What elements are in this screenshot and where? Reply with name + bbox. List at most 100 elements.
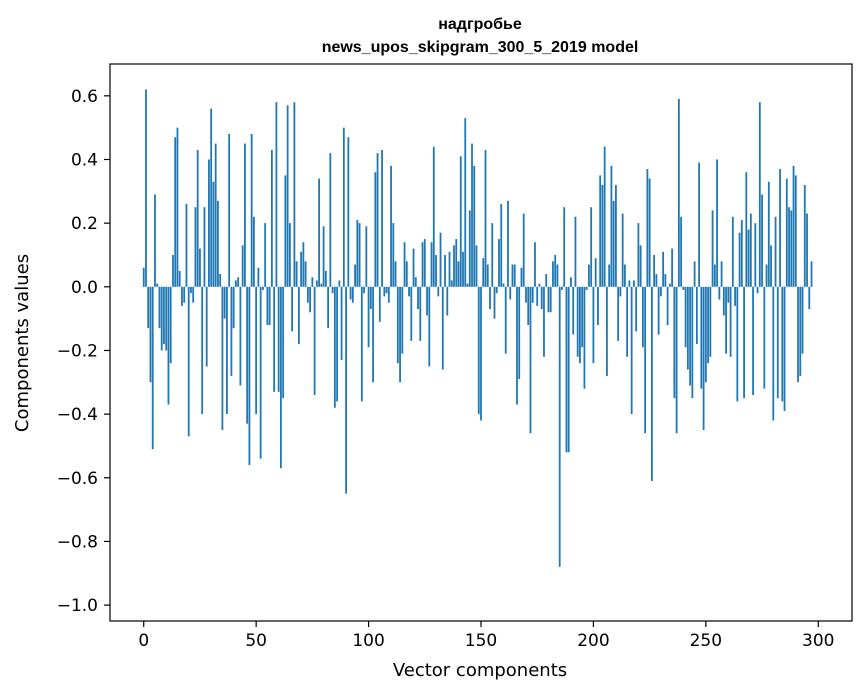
bar: [513, 264, 516, 287]
bar: [684, 286, 687, 348]
bar: [190, 286, 192, 294]
bar: [426, 286, 428, 316]
bar: [306, 286, 309, 303]
bar: [507, 200, 509, 287]
bar: [545, 274, 548, 287]
bar: [810, 261, 813, 287]
bar: [722, 286, 725, 316]
bar: [475, 245, 478, 287]
bar: [500, 204, 503, 287]
bar: [673, 286, 676, 399]
bar: [803, 184, 806, 287]
bar: [693, 261, 696, 287]
bar: [558, 286, 561, 567]
bar: [257, 267, 260, 287]
bar: [758, 102, 761, 287]
bar: [709, 286, 712, 357]
bar: [579, 286, 581, 364]
bar: [637, 223, 640, 287]
bar: [527, 286, 530, 325]
bar: [160, 286, 163, 351]
bar: [374, 172, 377, 287]
bar: [740, 219, 743, 287]
bar: [208, 159, 210, 287]
bar: [324, 270, 327, 287]
bar: [270, 149, 273, 287]
bar: [363, 286, 365, 294]
bar: [581, 286, 584, 348]
bar: [412, 248, 415, 287]
bar: [408, 286, 410, 297]
bar: [239, 286, 242, 386]
y-tick-label: 0.4: [71, 150, 98, 170]
bar: [241, 245, 244, 287]
x-tick-label: 250: [690, 631, 722, 651]
bar: [441, 286, 444, 370]
bar: [698, 162, 700, 287]
bar: [212, 181, 215, 287]
bar: [464, 118, 467, 287]
bar: [691, 286, 694, 399]
bar: [165, 286, 168, 351]
bar: [799, 286, 802, 376]
bar: [378, 286, 381, 322]
bar: [525, 286, 527, 303]
bar: [707, 286, 709, 364]
bar: [450, 280, 453, 287]
bar: [666, 286, 669, 325]
bar: [246, 286, 249, 424]
bar: [302, 242, 305, 287]
bar: [603, 146, 606, 287]
bar: [156, 283, 159, 287]
y-tick-label: −0.2: [57, 341, 98, 361]
bar: [311, 277, 314, 287]
x-axis: 0 50 100 150 200 250 300: [138, 621, 834, 651]
bar: [232, 286, 235, 329]
bar: [226, 286, 228, 415]
bar: [801, 286, 804, 354]
bar: [583, 286, 586, 389]
bar: [318, 178, 321, 287]
bar: [262, 286, 264, 290]
bar: [295, 261, 298, 287]
bars-group: [142, 89, 813, 567]
y-tick-label: −0.8: [57, 532, 98, 552]
bar: [172, 254, 174, 287]
bar: [770, 245, 772, 287]
bar: [453, 245, 455, 287]
bar: [668, 283, 671, 287]
bar: [401, 286, 404, 354]
bar: [747, 229, 750, 287]
bar: [259, 286, 262, 459]
bar: [617, 286, 620, 341]
bar: [547, 286, 550, 313]
bar: [147, 286, 150, 329]
bar: [457, 261, 460, 287]
bar: [419, 286, 422, 341]
bar: [340, 286, 343, 361]
bar: [624, 264, 626, 287]
bar: [572, 286, 575, 335]
bar: [585, 286, 588, 290]
bar: [342, 127, 345, 287]
bar: [468, 210, 471, 287]
bar: [534, 242, 536, 287]
bar: [248, 286, 251, 466]
bar: [756, 286, 759, 294]
bar: [608, 264, 611, 287]
bar: [552, 261, 554, 287]
bar: [185, 204, 188, 287]
bar: [376, 153, 379, 287]
bar: [477, 286, 480, 415]
bar: [176, 127, 179, 287]
bar: [414, 277, 417, 287]
bar: [178, 270, 181, 287]
bar: [183, 286, 186, 303]
bar: [493, 286, 496, 319]
bar: [336, 286, 338, 402]
bar: [396, 286, 399, 364]
bar: [210, 108, 213, 287]
bar: [664, 274, 667, 287]
bar: [392, 223, 395, 287]
bar: [205, 286, 208, 367]
